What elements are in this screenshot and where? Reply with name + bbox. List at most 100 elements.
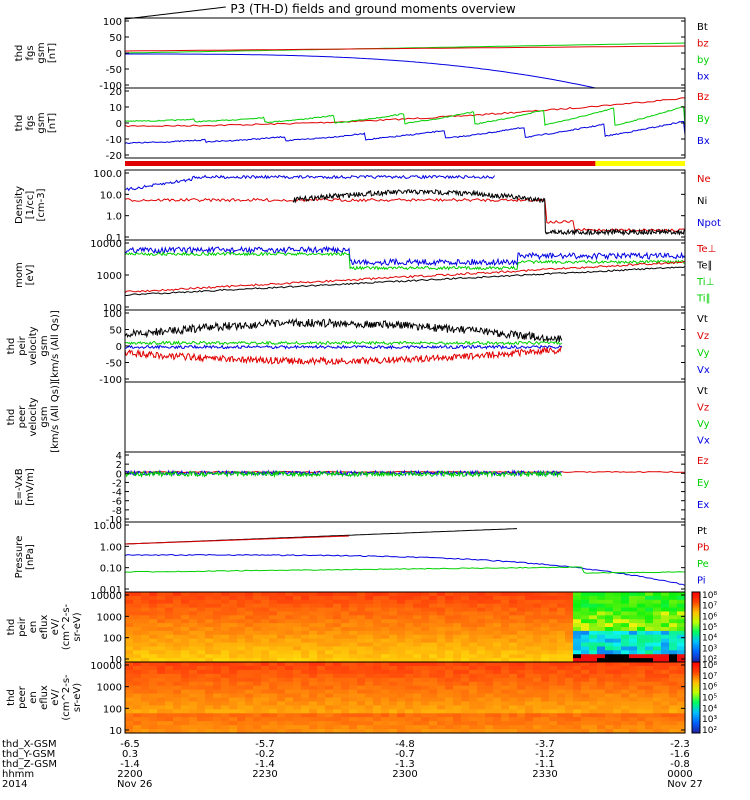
spectrogram-cell: [557, 603, 566, 609]
spectrogram-cell: [165, 689, 174, 695]
spectrogram-cell: [165, 717, 174, 722]
spectrogram-cell: [221, 592, 230, 597]
spectrogram-cell: [517, 646, 526, 651]
spectrogram-cell: [213, 673, 222, 679]
spectrogram-cell: [261, 595, 270, 601]
spectrogram-cell: [325, 689, 334, 695]
spectrogram-cell: [405, 729, 414, 734]
spectrogram-cell: [141, 677, 150, 683]
spectrogram-cell: [549, 721, 558, 726]
spectrogram-cell: [493, 665, 502, 671]
spectrogram-cell: [189, 689, 198, 695]
spectrogram-cell: [221, 658, 230, 663]
spectrogram-cell: [245, 717, 254, 722]
spectrogram-cell: [437, 627, 446, 632]
spectrogram-cell: [421, 642, 430, 648]
spectrogram-cell: [357, 642, 366, 648]
spectrogram-cell: [197, 729, 206, 734]
spectrogram-cell: [581, 685, 590, 691]
spectrogram-cell: [613, 697, 622, 703]
spectrogram-cell: [349, 721, 358, 726]
spectrogram-cell: [357, 725, 366, 730]
spectrogram-cell: [405, 685, 414, 691]
spectrogram-cell: [613, 638, 622, 644]
spectrogram-cell: [445, 654, 454, 659]
spectrogram-cell: [237, 623, 246, 628]
spectrogram-cell: [597, 685, 606, 691]
spectrogram-cell: [173, 603, 182, 609]
spectrogram-cell: [149, 681, 158, 687]
spectrogram-cell: [485, 662, 494, 667]
spectrogram-cell: [309, 697, 318, 703]
spectrogram-cell: [341, 658, 350, 663]
legend-pi: Pi: [697, 576, 706, 587]
spectrogram-cell: [301, 677, 310, 683]
spectrogram-cell: [653, 627, 662, 632]
spectrogram-cell: [141, 681, 150, 687]
spectrogram-cell: [485, 669, 494, 675]
spectrogram-cell: [365, 654, 374, 659]
spectrogram-cell: [181, 697, 190, 703]
spectrogram-cell: [421, 662, 430, 667]
spectrogram-cell: [333, 638, 342, 644]
spectrogram-cell: [613, 615, 622, 620]
spectrogram-cell: [421, 721, 430, 726]
spectrogram-cell: [573, 654, 582, 659]
spectrogram-cell: [469, 725, 478, 730]
spectrogram-cell: [493, 592, 502, 597]
spectrogram-cell: [285, 630, 294, 636]
spectrogram-cell: [349, 713, 358, 718]
spectrogram-cell: [125, 638, 134, 644]
spectrogram-cell: [237, 689, 246, 695]
spectrogram-cell: [333, 673, 342, 679]
spectrogram-cell: [229, 717, 238, 722]
spectrogram-cell: [605, 677, 614, 683]
spectrogram-cell: [429, 725, 438, 730]
spectrogram-cell: [493, 689, 502, 695]
spectrogram-cell: [389, 658, 398, 663]
spectrogram-cell: [501, 623, 510, 628]
spectrogram-cell: [621, 677, 630, 683]
spectrogram-cell: [245, 725, 254, 730]
spectrogram-cell: [557, 677, 566, 683]
y-axis-label: fgs: [25, 45, 36, 60]
spectrogram-cell: [613, 729, 622, 734]
spectrogram-cell: [581, 662, 590, 667]
spectrogram-cell: [349, 725, 358, 730]
spectrogram-cell: [453, 705, 462, 710]
spectrogram-cell: [677, 623, 686, 628]
series-vy: [124, 340, 563, 346]
spectrogram-cell: [573, 627, 582, 632]
y-tick-label: -100: [99, 81, 122, 92]
spectrogram-cell: [189, 603, 198, 609]
spectrogram-cell: [549, 615, 558, 620]
spectrogram-cell: [653, 713, 662, 718]
spectrogram-cell: [173, 634, 182, 640]
spectrogram-cell: [661, 658, 670, 663]
spectrogram-cell: [293, 654, 302, 659]
spectrogram-cell: [381, 665, 390, 671]
spectrogram-cell: [205, 592, 214, 597]
spectrogram-cell: [637, 599, 646, 605]
spectrogram-cell: [653, 611, 662, 616]
legend-te∥: Te∥: [696, 261, 713, 272]
spectrogram-cell: [405, 673, 414, 679]
spectrogram-cell: [301, 607, 310, 613]
spectrogram-cell: [477, 717, 486, 722]
spectrogram-cell: [541, 595, 550, 601]
spectrogram-cell: [181, 693, 190, 699]
y-axis-label: [nT]: [47, 43, 58, 63]
spectrogram-cell: [413, 725, 422, 730]
spectrogram-cell: [445, 634, 454, 640]
spectrogram-cell: [637, 685, 646, 691]
spectrogram-cell: [285, 669, 294, 675]
spectrogram-cell: [237, 634, 246, 640]
spectrogram-cell: [173, 669, 182, 675]
spectrogram-cell: [373, 701, 382, 706]
legend-ex: Ex: [697, 500, 709, 511]
spectrogram-cell: [453, 729, 462, 734]
y-axis-label: thd: [14, 115, 25, 132]
spectrogram-cell: [661, 607, 670, 613]
spectrogram-cell: [261, 627, 270, 632]
spectrogram-cell: [573, 650, 582, 655]
